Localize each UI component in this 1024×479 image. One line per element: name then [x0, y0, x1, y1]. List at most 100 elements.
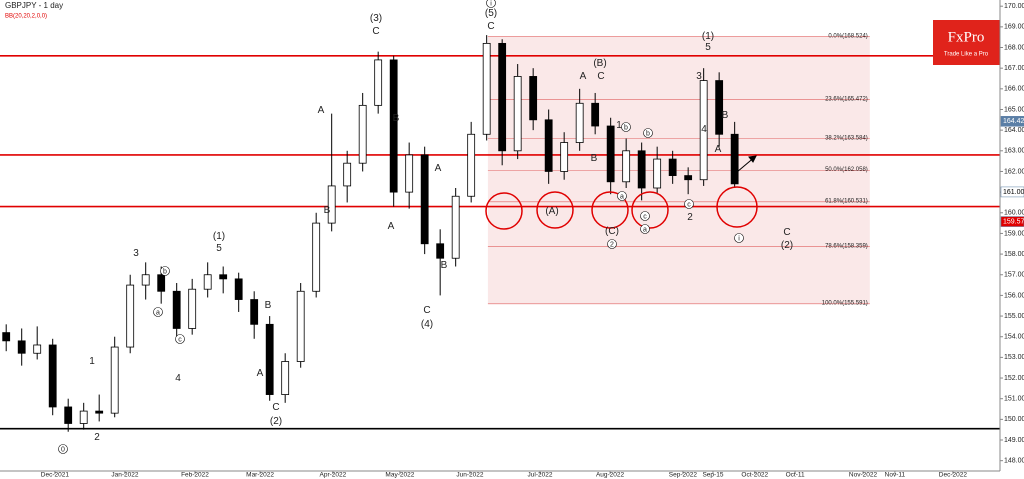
candle-body	[141, 274, 150, 286]
wave-label: c	[687, 201, 691, 208]
candle-body	[2, 332, 11, 342]
candle-body	[467, 133, 476, 197]
candle-body	[622, 150, 631, 183]
candle-body	[498, 42, 507, 152]
y-tick-label: 167.000	[1004, 65, 1024, 72]
candle-body	[606, 125, 615, 183]
wave-label-circle	[640, 211, 650, 221]
wave-label-circle	[175, 334, 185, 344]
chart-title: GBPJPY - 1 day	[5, 1, 63, 10]
circle	[485, 192, 523, 230]
candle-body	[529, 76, 538, 121]
candle-body	[188, 288, 197, 329]
candle-body	[281, 361, 290, 395]
fib-label: 78.6%(158.359)	[825, 243, 868, 249]
wave-label: c	[178, 336, 182, 343]
candle-body	[436, 243, 445, 259]
candle-body	[312, 222, 321, 292]
candle-body	[405, 154, 414, 193]
candle-body	[389, 59, 398, 193]
wave-label: B	[591, 153, 598, 164]
x-tick-label: May-2022	[385, 472, 414, 479]
y-tick-label: 153.000	[1004, 354, 1024, 361]
arrow	[736, 155, 757, 173]
y-tick-label: 162.000	[1004, 168, 1024, 175]
candle-body	[250, 299, 259, 325]
wave-label: B	[722, 110, 729, 121]
circle	[716, 186, 758, 228]
candle-body	[95, 410, 104, 414]
wave-label: a	[156, 309, 160, 316]
wave-label: A	[580, 71, 587, 82]
wave-label: C	[272, 402, 279, 413]
wave-label: i	[490, 0, 492, 7]
fib-label: 61.8%(160.531)	[825, 198, 868, 204]
wave-label: 4	[701, 124, 707, 135]
price-tag-label: 164.428	[1003, 118, 1024, 125]
wave-label: C	[423, 305, 430, 316]
wave-label: (5)	[485, 8, 497, 19]
x-tick-label: Oct-11	[786, 472, 805, 479]
y-tick-label: 151.000	[1004, 396, 1024, 403]
candle-body	[265, 323, 274, 395]
logo-box	[933, 20, 1000, 65]
wave-label: (2)	[270, 416, 282, 427]
y-tick-label: 160.000	[1004, 210, 1024, 217]
wave-label: A	[435, 163, 442, 174]
wave-label-circle	[734, 233, 744, 243]
candle-body	[715, 80, 724, 135]
wave-label-circle	[58, 444, 68, 454]
fib-label: 100.0%(155.591)	[822, 300, 868, 306]
y-tick-label: 168.000	[1004, 44, 1024, 51]
x-tick-label: Feb-2022	[181, 472, 209, 479]
plot: 0.0%(168.524) 23.6%(165.472) 38.2%(163.584…	[0, 3, 1024, 479]
candle-body	[64, 406, 73, 424]
x-tick-label: Apr-2022	[320, 472, 347, 479]
y-tick-label: 159.000	[1004, 230, 1024, 237]
y-tick-label: 155.000	[1004, 313, 1024, 320]
chart-subtitle: BB(20,20,2,0,0)	[5, 14, 47, 20]
wave-label-circle	[160, 266, 170, 276]
wave-label: 3	[696, 71, 702, 82]
wave-label-circle	[643, 128, 653, 138]
support-circles	[485, 186, 758, 230]
wave-label-circle	[640, 224, 650, 234]
wave-label: 4	[175, 373, 181, 384]
logo-name: FxPro	[948, 29, 985, 45]
candle-body	[560, 142, 569, 172]
candle-body	[684, 175, 693, 181]
wave-label: 0	[61, 446, 65, 453]
wave-label: (1)	[213, 231, 225, 242]
wave-label: (4)	[421, 319, 433, 330]
wave-label: 1	[616, 120, 622, 131]
wave-label: A	[388, 221, 395, 232]
circle	[631, 191, 669, 229]
wave-label: (2)	[781, 240, 793, 251]
y-tick-label: 148.000	[1004, 458, 1024, 465]
candle-body	[79, 410, 88, 424]
circle	[536, 191, 574, 229]
x-tick-label: Oct-2022	[741, 472, 768, 479]
x-tick-label: Dec-2022	[939, 472, 968, 479]
x-tick-label: Mar-2022	[246, 472, 274, 479]
x-tick-label: Jan-2022	[111, 472, 138, 479]
wave-label-circle	[617, 191, 627, 201]
wave-label: B	[265, 300, 272, 311]
wave-label: 2	[94, 432, 100, 443]
candle-body	[374, 59, 383, 106]
price-tag-label: 159.574	[1003, 218, 1024, 225]
x-tick-label: Sep-15	[702, 472, 723, 479]
logo-tagline: Trade Like a Pro	[944, 52, 989, 58]
price-tag-label: 161.009	[1003, 189, 1024, 196]
wave-label: b	[646, 130, 650, 137]
wave-label: i	[738, 235, 740, 242]
wave-label: 5	[216, 243, 222, 254]
price-tag	[1000, 186, 1024, 198]
wave-label: b	[624, 124, 628, 131]
candle-body	[296, 290, 305, 362]
candle-body	[343, 162, 352, 187]
candle-body	[730, 133, 739, 185]
wave-label: A	[257, 368, 264, 379]
wave-label: b	[163, 268, 167, 275]
